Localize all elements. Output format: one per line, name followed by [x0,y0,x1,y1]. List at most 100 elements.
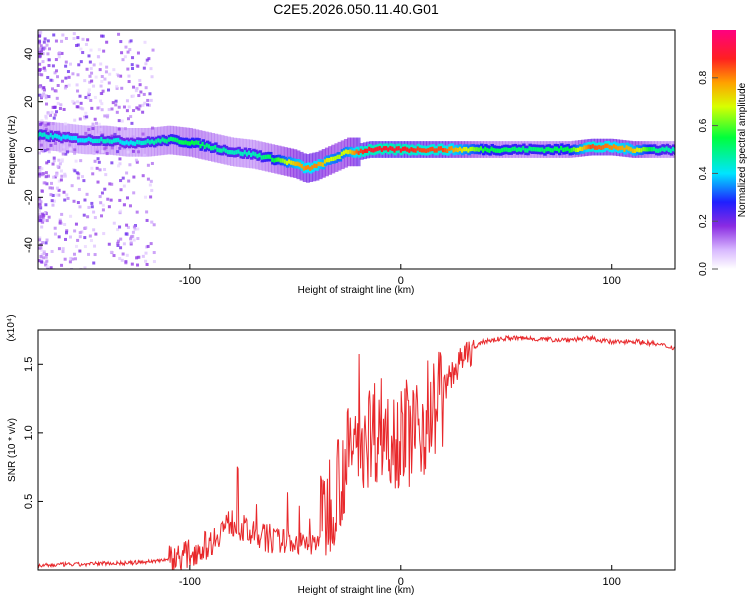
spectrogram-speckle [47,64,51,68]
spectrogram-speckle [60,39,64,43]
spectrogram-speckle [143,101,147,105]
spectrogram-speckle [129,241,133,245]
spectrogram-speckle [127,74,131,78]
spectrogram-speckle [49,78,53,82]
spectrogram-speckle [73,118,77,122]
spectrogram-speckle [85,192,89,196]
spectrogram-speckle [112,68,116,72]
spectrogram-speckle [105,115,109,119]
spectrogram-speckle [93,159,97,163]
spectrogram-speckle [139,90,143,94]
spectrogram-speckle [61,250,65,254]
spectrogram-speckle [94,232,98,236]
spectrogram-ridge-core [119,139,123,144]
snr-y-tick-label: 1.5 [23,357,35,372]
spectrogram-speckle [92,63,96,67]
spectrogram-ridge-core [125,140,130,145]
spectrogram-speckle [149,67,153,71]
spectrogram-speckle [136,64,140,68]
spectrogram-speckle [67,83,71,87]
spectrogram-speckle [116,150,120,154]
spectrogram-speckle [49,113,53,117]
spectrogram-ridge-core [541,147,545,152]
spectrogram-ridge-core [404,146,408,151]
spectrogram-ridge-core [269,154,273,159]
spectrogram-ridge-core [534,147,539,152]
spectrogram-ridge-core [155,139,159,144]
spectrogram-speckle [42,40,46,44]
spectrogram-speckle [132,191,136,195]
spectrogram-speckle [63,257,67,261]
spectrogram-speckle [53,232,57,236]
spectrogram-speckle [83,266,87,269]
spectrogram-ridge-core [408,148,412,153]
spectrogram-speckle [116,241,120,245]
spectrogram-speckle [64,76,68,80]
colorbar-tick-label: 0.4 [698,166,709,180]
spectrogram-speckle [39,255,43,259]
spectrogram-speckle [38,138,42,142]
spectrogram-ridge-core [509,147,513,153]
chart-title: C2E5.2026.050.11.40.G01 [273,1,439,17]
spectrogram-speckle [92,151,96,155]
spectrogram-speckle [92,261,96,265]
spectrogram-ridge-core [467,148,471,153]
spectrogram-ridge-core [574,147,579,153]
spectrogram-speckle [80,230,84,234]
spectrogram-speckle [62,190,66,194]
spectrogram-speckle [72,101,76,105]
spectrogram-speckle [42,252,46,256]
spectrogram-y-tick-label: 40 [23,48,35,60]
spectrogram-ridge-core [306,165,311,170]
spectrogram-speckle [73,169,77,173]
spectrogram-speckle [87,128,91,132]
spectrogram-ridge-core [659,148,663,153]
spectrogram-speckle [70,184,74,188]
spectrogram-ridge-core [458,146,463,152]
colorbar-tick-label: 0.6 [698,118,709,132]
spectrogram-ridge-core [332,156,336,161]
spectrogram-speckle [47,150,51,154]
spectrogram-ridge-core [665,146,670,151]
spectrogram-ridge-core [374,147,378,152]
spectrogram-ridge-core [397,146,402,151]
spectrogram-speckle [79,47,83,51]
spectrogram-speckle [79,106,83,110]
spectrogram-speckle [42,66,46,70]
spectrogram-ridge-core [102,139,106,144]
spectrogram-speckle [108,72,112,76]
spectrogram-speckle [101,34,105,38]
spectrogram-speckle [112,254,116,258]
spectrogram-speckle [141,174,145,178]
spectrogram-speckle [38,166,42,170]
spectrogram-speckle [151,126,155,130]
spectrogram-speckle [93,117,97,121]
spectrogram-speckle [91,127,95,131]
spectrogram-ridge-core [178,139,182,145]
spectrogram-ridge-core [380,147,385,153]
spectrogram-ridge-core [281,158,286,163]
spectrogram-speckle [53,141,57,145]
spectrogram-speckle [44,171,48,175]
spectrogram-speckle [78,231,82,235]
spectrogram-speckle [40,167,44,171]
spectrogram-speckle [131,56,135,60]
spectrogram-speckle [66,196,70,200]
spectrogram-speckle [116,228,120,232]
spectrogram-speckle [38,39,42,43]
spectrogram-speckle [106,197,110,201]
spectrogram-speckle [78,117,82,121]
spectrogram-ridge-core [505,147,509,152]
spectrogram-speckle [38,34,42,38]
spectrogram-ridge-core [256,153,260,159]
spectrogram-speckle [61,247,65,251]
spectrogram-ridge-core [361,149,366,155]
spectrogram-speckle [68,235,72,239]
snr-x-tick-label: 0 [398,576,404,588]
spectrogram-speckle [86,96,90,100]
spectrogram-speckle [64,60,68,64]
spectrogram-ridge-core [74,135,79,141]
spectrogram-speckle [98,195,102,199]
spectrogram-speckle [105,65,109,69]
spectrogram-ridge-core [121,140,125,145]
